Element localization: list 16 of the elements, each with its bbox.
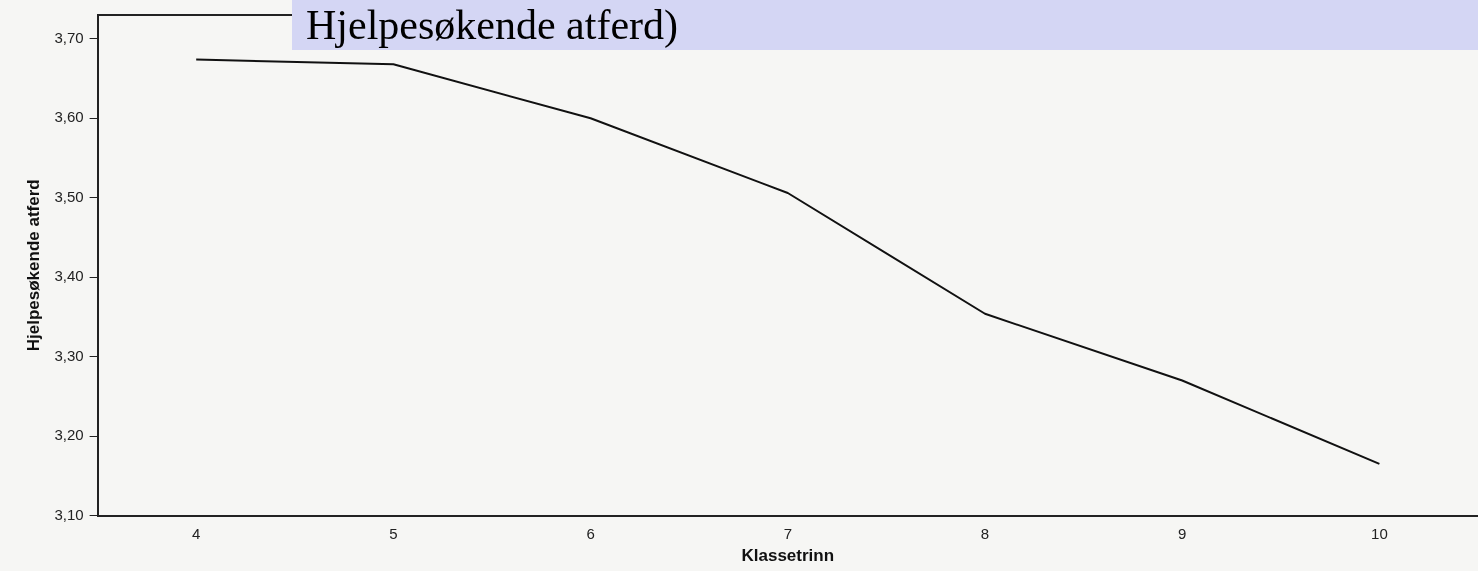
y-tick-label: 3,50 xyxy=(54,187,84,205)
x-axis-title: Klassetrinn xyxy=(741,546,835,566)
x-tick-label: 5 xyxy=(389,524,398,542)
y-tick-label: 3,30 xyxy=(54,346,84,364)
x-tick-label: 10 xyxy=(1371,524,1388,542)
y-tick-label: 3,10 xyxy=(54,505,84,523)
y-axis-title: Hjelpesøkende atferd xyxy=(23,179,43,352)
y-tick-label: 3,20 xyxy=(54,426,84,444)
x-tick-label: 6 xyxy=(586,524,595,542)
x-tick-label: 8 xyxy=(980,524,990,542)
x-tick-label: 9 xyxy=(1178,524,1187,542)
x-tick-label: 4 xyxy=(192,524,201,542)
y-tick-label: 3,40 xyxy=(54,267,84,285)
x-tick-label: 7 xyxy=(783,524,792,542)
y-tick-label: 3,70 xyxy=(54,28,84,46)
y-tick-label: 3,60 xyxy=(54,108,84,126)
